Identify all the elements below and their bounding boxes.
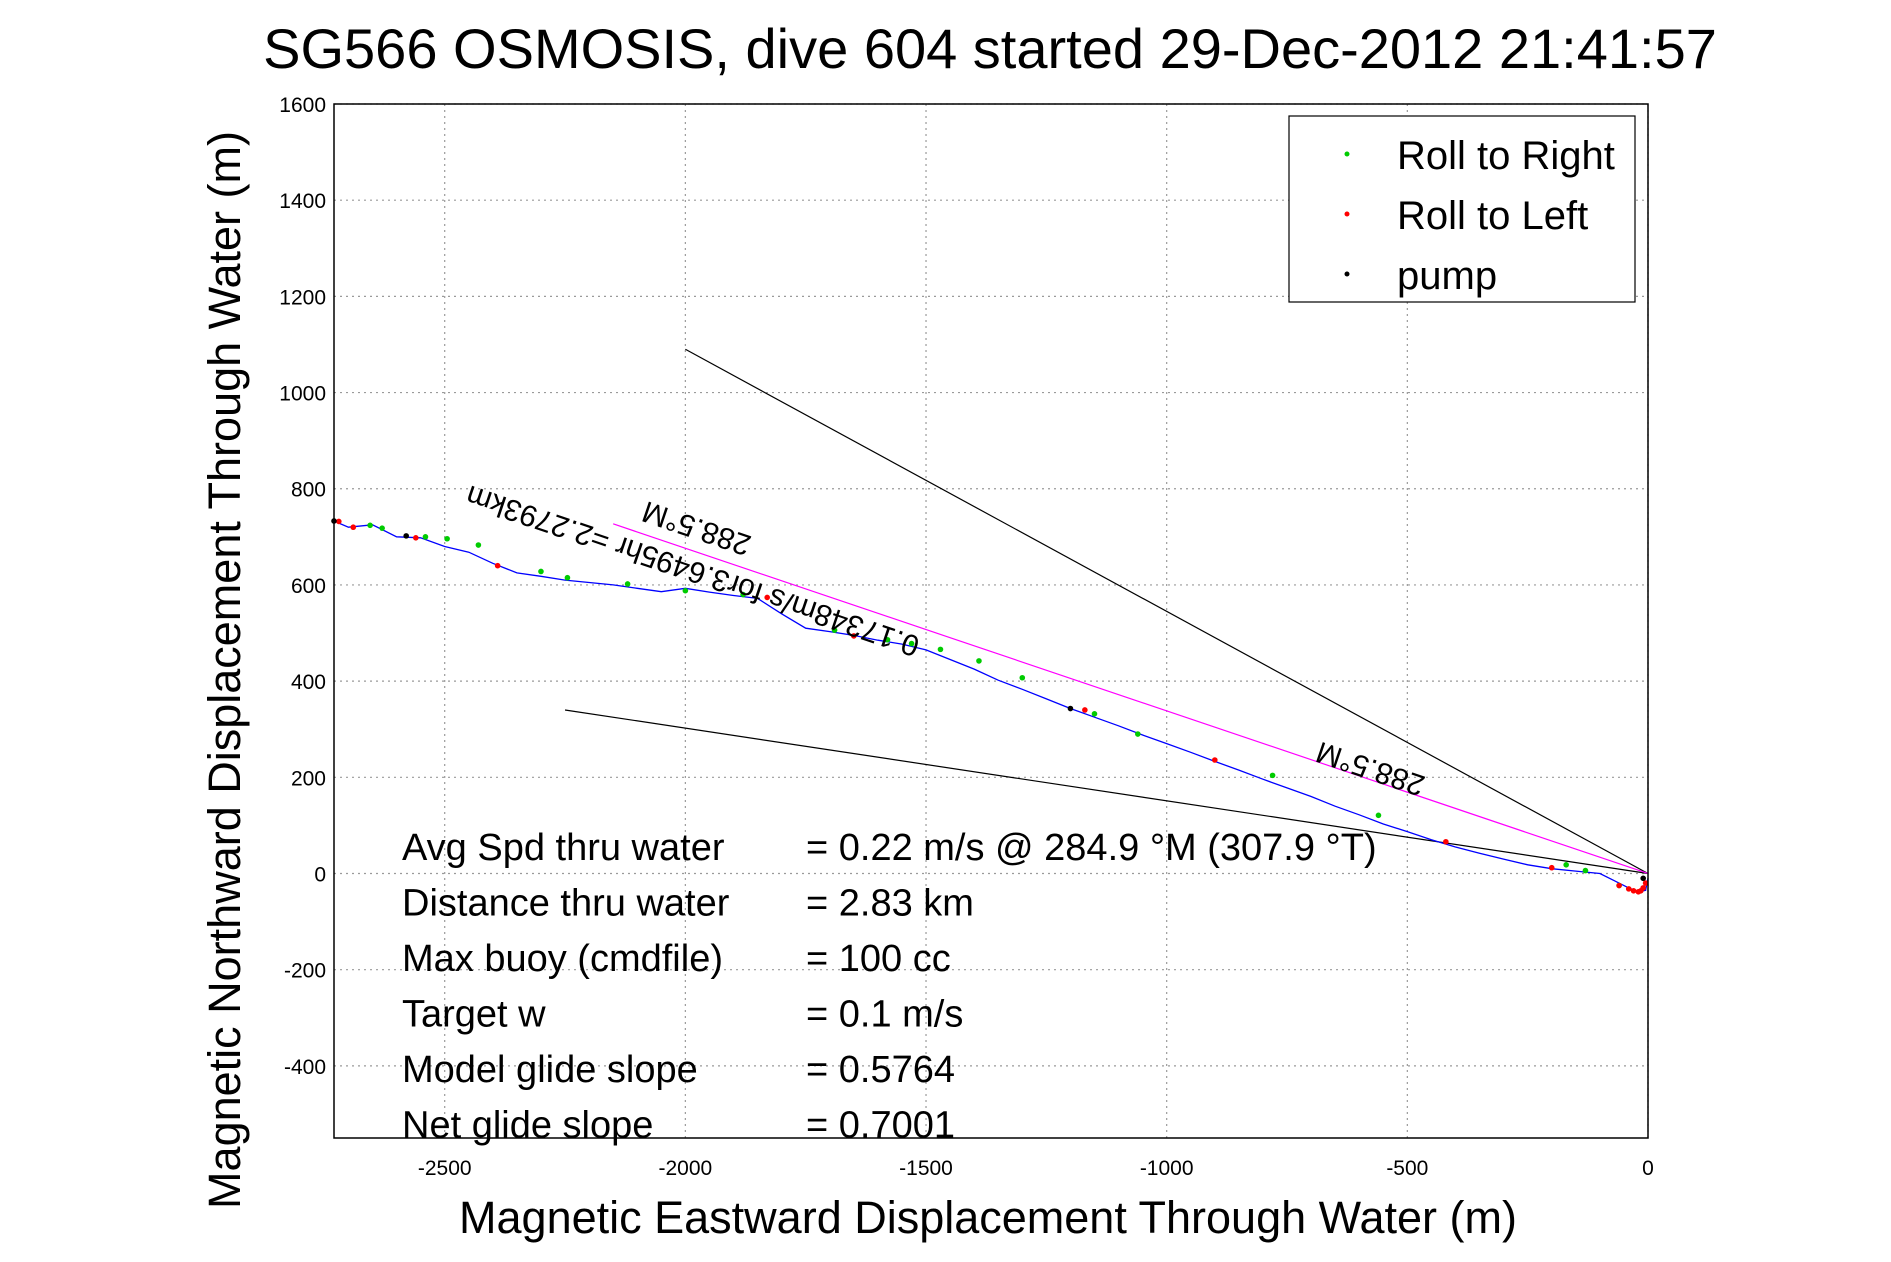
y-tick-label: -400 (284, 1056, 326, 1079)
legend-marker (1344, 211, 1350, 217)
stat-label: Avg Spd thru water (402, 827, 725, 869)
x-tick-label: -2000 (659, 1157, 713, 1180)
legend-label: pump (1397, 254, 1497, 298)
legend-label: Roll to Left (1397, 194, 1588, 238)
roll-right-marker (682, 587, 689, 594)
stat-label: Model glide slope (402, 1049, 698, 1091)
stat-value: = 100 cc (806, 938, 951, 980)
roll-left-marker (1642, 880, 1649, 886)
roll-right-marker (884, 636, 891, 643)
legend-marker (1344, 271, 1350, 277)
x-tick-label: -2500 (418, 1157, 472, 1180)
y-tick-label: 1200 (279, 286, 326, 309)
roll-left-marker (494, 562, 501, 569)
roll-right-marker (1582, 867, 1589, 874)
stat-value: = 0.5764 (806, 1049, 955, 1091)
roll-left-marker (1443, 838, 1449, 845)
stat-value: = 0.7001 (806, 1105, 955, 1147)
legend-marker (1344, 151, 1350, 157)
roll-left-marker (413, 534, 419, 541)
roll-left-marker (764, 594, 770, 601)
pump-marker (403, 533, 409, 539)
roll-right-marker (444, 535, 450, 542)
stat-label: Distance thru water (402, 883, 730, 925)
reference-line (564, 709, 1649, 875)
roll-right-marker (1563, 862, 1569, 868)
roll-right-marker (1375, 812, 1382, 819)
x-tick-label: -1000 (1140, 1157, 1194, 1180)
roll-right-marker (564, 574, 571, 581)
plot-area: -2500 -2000 -1500 -1000 -500 0160014001200100… (279, 94, 1654, 1180)
chart-title: SG566 OSMOSIS, dive 604 started 29-Dec-2… (263, 17, 1717, 80)
roll-right-marker (475, 542, 482, 548)
y-axis-label: Magnetic Northward Displacement Through … (199, 131, 250, 1209)
roll-right-marker (908, 640, 915, 647)
x-tick-label: -1500 (899, 1157, 953, 1180)
roll-left-marker (1630, 888, 1637, 894)
roll-right-marker (1269, 772, 1276, 779)
roll-left-marker (1548, 864, 1555, 871)
roll-left-marker (1640, 885, 1646, 891)
roll-right-marker (538, 568, 544, 575)
pump-marker (1640, 875, 1646, 882)
roll-left-marker (851, 633, 857, 639)
y-tick-label: 1400 (279, 190, 326, 213)
roll-right-marker (422, 534, 429, 540)
roll-right-marker (367, 522, 373, 529)
roll-right-marker (379, 525, 385, 531)
reference-line (612, 523, 1649, 875)
roll-right-marker (937, 646, 944, 653)
y-tick-label: 1600 (279, 94, 326, 117)
roll-right-marker (976, 658, 982, 664)
x-tick-label: -500 (1386, 1157, 1428, 1180)
roll-right-marker (624, 581, 631, 587)
x-axis-label: Magnetic Eastward Displacement Through W… (459, 1192, 1517, 1243)
y-tick-label: 1000 (279, 383, 326, 406)
roll-left-marker (1616, 882, 1622, 889)
roll-left-marker (336, 518, 342, 525)
stat-value: = 2.83 km (806, 883, 974, 925)
reference-line (685, 348, 1649, 875)
y-tick-label: 200 (291, 767, 326, 790)
roll-left-marker (1082, 707, 1088, 713)
x-tick-label: 0 (1642, 1157, 1654, 1180)
y-tick-label: 0 (314, 863, 326, 886)
roll-right-marker (1135, 731, 1141, 737)
stat-value: = 0.22 m/s @ 284.9 °M (307.9 °T) (806, 827, 1377, 869)
legend-label: Roll to Right (1397, 134, 1615, 178)
pump-marker (1067, 705, 1074, 712)
y-tick-label: 800 (291, 479, 326, 502)
roll-left-marker (350, 524, 357, 531)
roll-right-marker (740, 591, 746, 598)
roll-left-marker (1212, 757, 1218, 763)
legend-box (1288, 115, 1636, 303)
roll-left-marker (1625, 886, 1632, 892)
y-tick-label: 400 (291, 671, 326, 694)
track-line (333, 520, 1649, 893)
y-tick-label: -200 (284, 960, 326, 983)
stat-label: Net glide slope (402, 1105, 653, 1147)
stat-value: = 0.1 m/s (806, 994, 963, 1036)
plot-frame (333, 103, 1649, 1139)
roll-right-marker (1091, 711, 1098, 717)
roll-right-marker (1019, 674, 1026, 681)
y-tick-label: 600 (291, 575, 326, 598)
roll-right-marker (831, 627, 838, 633)
stat-label: Max buoy (cmdfile) (402, 938, 723, 980)
stat-label: Target w (402, 994, 546, 1036)
